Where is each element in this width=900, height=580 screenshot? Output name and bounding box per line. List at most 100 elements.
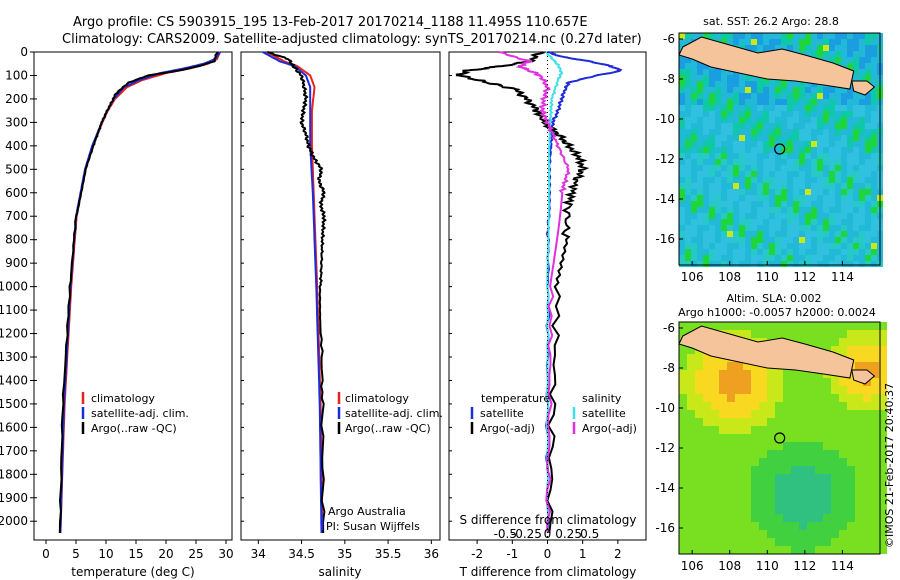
map-cell [685,195,691,201]
series-line-salinity-satellite [545,51,563,534]
map-cell [679,418,687,426]
map-cell [839,522,847,530]
map-cell [793,171,799,177]
map-cell [847,466,855,474]
map-cell [817,231,823,237]
map-cell [871,231,877,237]
map-cell [697,105,703,111]
map-cell [817,99,823,105]
map-cell [815,338,823,346]
map-cell [727,434,735,442]
map-cell [721,219,727,225]
map-cell [823,386,831,394]
map-cell [847,418,855,426]
map-cell [735,474,743,482]
map-cell [733,33,739,39]
y-tick-label: 900 [5,256,28,270]
map-cell [703,458,711,466]
map-cell [727,153,733,159]
map-cell [799,522,807,530]
x-tick-label: -1 [506,547,518,561]
map-cell [807,466,815,474]
map-cell [775,213,781,219]
map-cell [871,514,879,522]
map-cell [769,231,775,237]
map-cell [775,93,781,99]
map-cell [831,402,839,410]
legend-label-sal-argo: Argo(-adj) [582,422,637,435]
map-cell [823,141,829,147]
map-cell [793,165,799,171]
map-cell [715,237,721,243]
map-cell [745,93,751,99]
map-cell [799,153,805,159]
map-cell [835,33,841,39]
map-cell [781,81,787,87]
map-cell [829,51,835,57]
map-cell [871,338,879,346]
map-cell [805,237,811,243]
map-cell [775,466,783,474]
map-cell [793,189,799,195]
map-cell [829,87,835,93]
map-cell [787,243,793,249]
salinity-plot: 34 34.5 35 35.5 36 [241,51,439,561]
map-cell [823,105,829,111]
map-cell [817,111,823,117]
map-cell [745,213,751,219]
map-cell [759,418,767,426]
map-cell [763,237,769,243]
map-cell [679,546,687,554]
map-cell [815,402,823,410]
map-cell [727,159,733,165]
map-cell [805,243,811,249]
map-cell [853,45,859,51]
map-cell [769,177,775,183]
map-cell [769,105,775,111]
map-cell [709,195,715,201]
map-cell [757,207,763,213]
map-cell [855,474,863,482]
map-cell [751,322,759,330]
map-cell [793,81,799,87]
map-cell [791,498,799,506]
map-cell [733,195,739,201]
map-cell [847,225,853,231]
map-cell [751,330,759,338]
map-cell [721,183,727,189]
map-cell [727,177,733,183]
series-line-climatology [59,51,221,534]
map-cell [787,129,793,135]
map-cell [835,261,841,267]
map-cell [763,249,769,255]
map-cell [807,402,815,410]
map-cell [831,530,839,538]
map-cell [709,87,715,93]
map-cell [727,111,733,117]
map-cell [791,458,799,466]
map-cell [847,183,853,189]
map-cell [763,177,769,183]
map-cell [879,370,887,378]
map-cell [743,538,751,546]
map-cell [807,434,815,442]
map-cell [687,530,695,538]
map-cell [691,117,697,123]
map-cell [781,243,787,249]
map-cell [831,426,839,434]
map-cell [805,189,811,195]
x-tick-label: 35 [337,547,352,561]
map-cell [691,195,697,201]
map-cell [745,123,751,129]
map-cell [815,418,823,426]
map-cell [841,141,847,147]
map-cell [841,261,847,267]
map-cell [835,237,841,243]
map-cell [807,498,815,506]
map-cell [679,346,687,354]
map-cell [805,99,811,105]
map-cell [757,45,763,51]
map-cell [811,159,817,165]
map-cell [769,129,775,135]
map-cell [799,482,807,490]
